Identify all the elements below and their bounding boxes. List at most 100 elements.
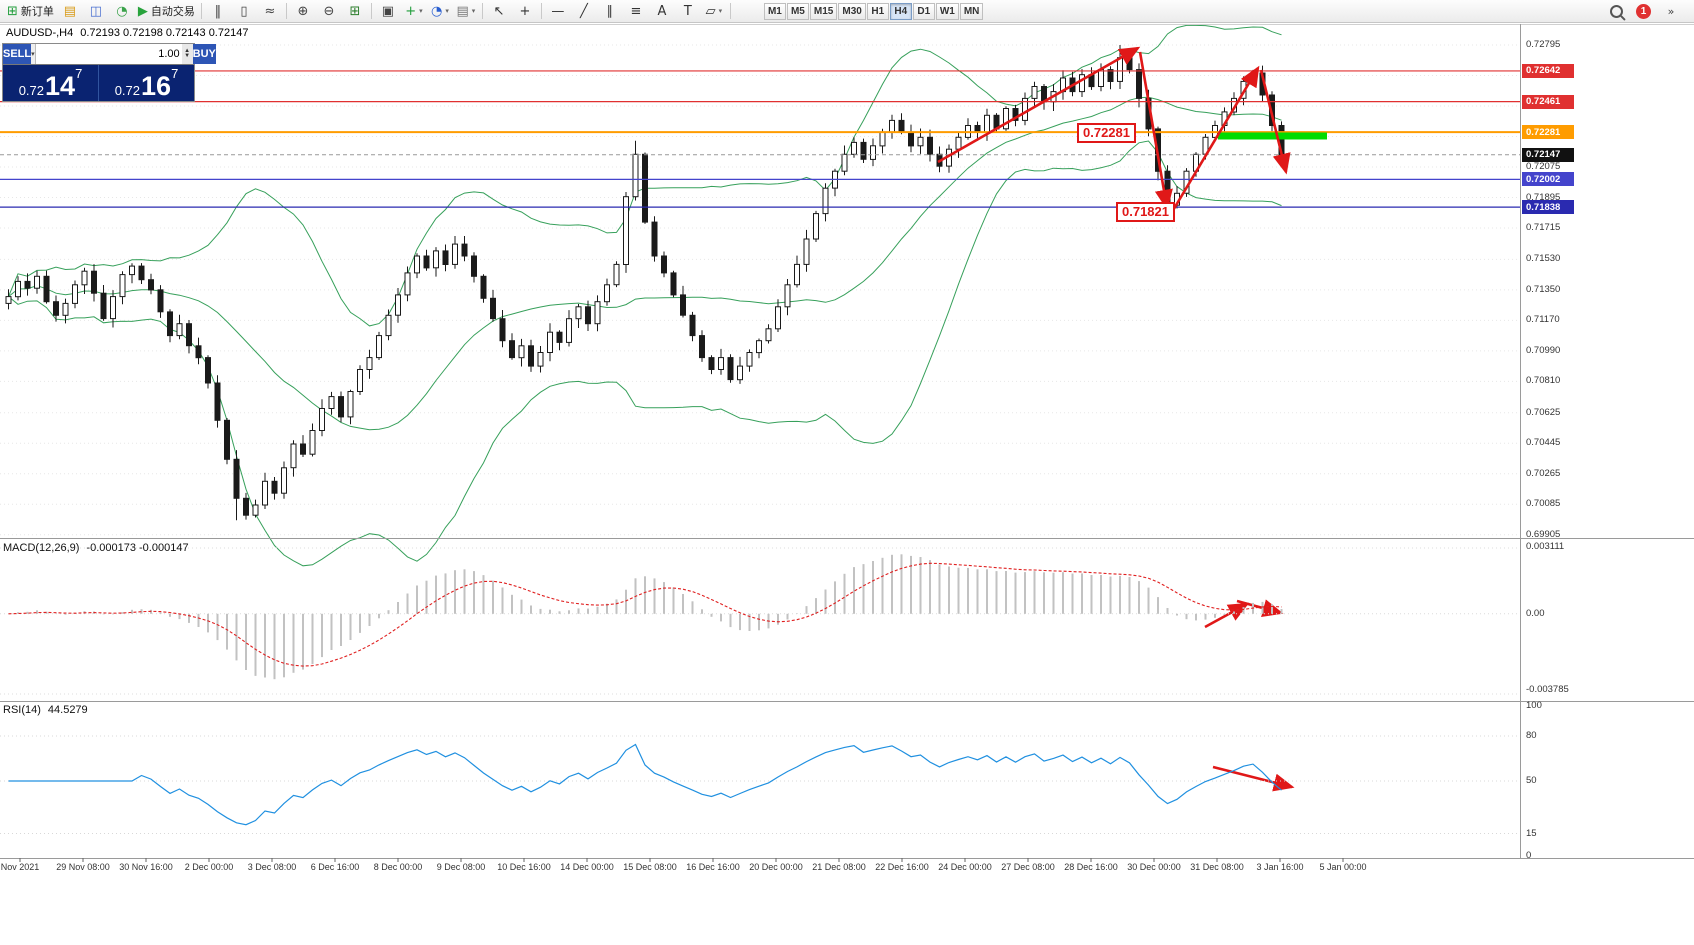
- timeframe-button-m5[interactable]: M5: [786, 2, 809, 20]
- bar-chart-button[interactable]: ‖: [205, 2, 231, 21]
- cursor-button[interactable]: ↖: [486, 2, 512, 21]
- text-label-button[interactable]: T: [675, 2, 701, 21]
- navigator-button[interactable]: ◔: [109, 2, 135, 21]
- price-tick-label: 0.72795: [1526, 39, 1561, 50]
- time-axis-label: 5 Jan 00:00: [1319, 862, 1367, 872]
- bid-prefix: 0.72: [18, 83, 45, 98]
- candles-icon: ▯: [240, 3, 248, 19]
- market-watch-icon: ◫: [89, 3, 103, 19]
- notification-badge[interactable]: 1: [1636, 3, 1651, 19]
- text-button[interactable]: A: [649, 2, 675, 21]
- main-chart-panel[interactable]: [0, 24, 1520, 538]
- rsi-panel[interactable]: [0, 702, 1520, 858]
- timeframe-button-m30[interactable]: M30: [838, 2, 866, 20]
- timeframe-button-m15[interactable]: M15: [809, 2, 838, 20]
- time-axis-label: 10 Dec 16:00: [497, 862, 551, 872]
- ask-price[interactable]: 0.72 16 7: [98, 65, 194, 101]
- time-axis-label: 6 Dec 16:00: [310, 862, 360, 872]
- time-axis-label: 9 Dec 08:00: [436, 862, 486, 872]
- periods-button[interactable]: ◔ ▾: [427, 2, 453, 21]
- volume-up-button[interactable]: ▲: [184, 48, 191, 54]
- price-tick-label: 0.70445: [1526, 437, 1561, 449]
- shapes-button[interactable]: ▱ ▾: [701, 2, 727, 21]
- time-axis-label: 30 Dec 00:00: [1127, 862, 1181, 872]
- price-tick-label: 0.70085: [1526, 498, 1561, 510]
- autotrade-button[interactable]: ▶ 自动交易: [135, 2, 198, 21]
- crosshair-button[interactable]: +: [512, 2, 538, 21]
- time-axis-label: Nov 2021: [0, 862, 40, 872]
- timeframe-button-d1[interactable]: D1: [912, 2, 935, 20]
- price-tick-label: 0.72075: [1526, 161, 1561, 172]
- sell-button[interactable]: SELL: [3, 44, 32, 64]
- time-axis-label: 8 Dec 00:00: [373, 862, 423, 872]
- time-axis-label: 21 Dec 08:00: [812, 862, 866, 872]
- time-axis-label: 29 Nov 08:00: [56, 862, 110, 872]
- zoom-in-icon: ⊕: [297, 3, 309, 19]
- timeframe-button-w1[interactable]: W1: [935, 2, 959, 20]
- tile-windows-icon: ⊞: [349, 3, 361, 19]
- ask-prefix: 0.72: [114, 83, 141, 98]
- tile-windows-button[interactable]: ⊞: [342, 2, 368, 21]
- volume-down-button[interactable]: ▼: [184, 53, 191, 59]
- price-tick-label: 0.71170: [1526, 314, 1560, 326]
- templates-button[interactable]: ▤ ▾: [453, 2, 479, 21]
- trendline-icon: ╱: [579, 3, 588, 19]
- price-level-tag: 0.72642: [1522, 63, 1574, 78]
- price-level-tag: 0.72147: [1522, 147, 1574, 162]
- zoom-out-button[interactable]: ⊖: [316, 2, 342, 21]
- horizontal-line-button[interactable]: —: [545, 2, 571, 21]
- time-axis-label: 2 Dec 00:00: [184, 862, 234, 872]
- price-tick-label: 0.71350: [1526, 283, 1561, 295]
- price-level-tag: 0.72281: [1522, 125, 1574, 140]
- timeframe-button-m1[interactable]: M1: [763, 2, 786, 20]
- search-button[interactable]: [1603, 2, 1629, 21]
- autotrade-button-label: 自动交易: [150, 6, 195, 18]
- price-tick-label: 0.71895: [1526, 191, 1561, 203]
- auto-arrange-button[interactable]: ▣: [375, 2, 401, 21]
- chevron-down-icon: ▾: [718, 7, 723, 15]
- buy-button[interactable]: BUY: [192, 44, 216, 64]
- line-chart-button[interactable]: ≈: [257, 2, 283, 21]
- time-axis-label: 27 Dec 08:00: [1001, 862, 1055, 872]
- timeframe-button-h1[interactable]: H1: [866, 2, 889, 20]
- time-axis-label: 28 Dec 16:00: [1064, 862, 1118, 872]
- macd-panel[interactable]: [0, 540, 1520, 700]
- macd-scale-top: 0.003111: [1526, 541, 1565, 552]
- time-axis-label: 24 Dec 00:00: [938, 862, 992, 872]
- toolbar-separator: [370, 3, 372, 19]
- indicators-button[interactable]: + ▾: [401, 2, 427, 21]
- channel-icon: ∥: [606, 3, 614, 19]
- volume-dropdown-button[interactable]: ▾: [31, 44, 36, 64]
- time-axis-label: 30 Nov 16:00: [119, 862, 173, 872]
- time-axis-label: 15 Dec 08:00: [623, 862, 677, 872]
- bid-price[interactable]: 0.72 14 7: [3, 65, 98, 101]
- channel-button[interactable]: ∥: [597, 2, 623, 21]
- new-order-button[interactable]: ⊞ 新订单: [4, 2, 57, 21]
- search-icon: [1609, 4, 1623, 18]
- chart-profiles-button[interactable]: ▤: [57, 2, 83, 21]
- toolbar-overflow-button[interactable]: »: [1667, 4, 1675, 18]
- ohlc-values: 0.72193 0.72198 0.72143 0.72147: [80, 27, 249, 39]
- fibonacci-button[interactable]: ≡: [623, 2, 649, 21]
- zoom-in-button[interactable]: ⊕: [290, 2, 316, 21]
- price-annotation-label: 0.72281: [1077, 123, 1136, 143]
- timeframe-button-mn[interactable]: MN: [959, 2, 984, 20]
- arrange-icon: ▣: [381, 3, 395, 19]
- time-axis-label: 22 Dec 16:00: [875, 862, 929, 872]
- market-watch-button[interactable]: ◫: [83, 2, 109, 21]
- price-tick-label: 0.70810: [1526, 375, 1561, 387]
- bid-pip-digit: 7: [75, 66, 83, 81]
- price-annotation-label: 0.71821: [1116, 202, 1175, 222]
- volume-input[interactable]: [35, 44, 182, 64]
- toolbar-separator: [285, 3, 287, 19]
- price-level-tag: 0.71838: [1522, 200, 1574, 215]
- time-axis-label: 16 Dec 16:00: [686, 862, 740, 872]
- trendline-button[interactable]: ╱: [571, 2, 597, 21]
- price-level-tag: 0.72461: [1522, 94, 1574, 109]
- candlestick-chart-button[interactable]: ▯: [231, 2, 257, 21]
- rsi-label: RSI(14) 44.5279: [3, 704, 88, 716]
- time-axis-label: 20 Dec 00:00: [749, 862, 803, 872]
- timeframe-button-h4[interactable]: H4: [889, 2, 912, 20]
